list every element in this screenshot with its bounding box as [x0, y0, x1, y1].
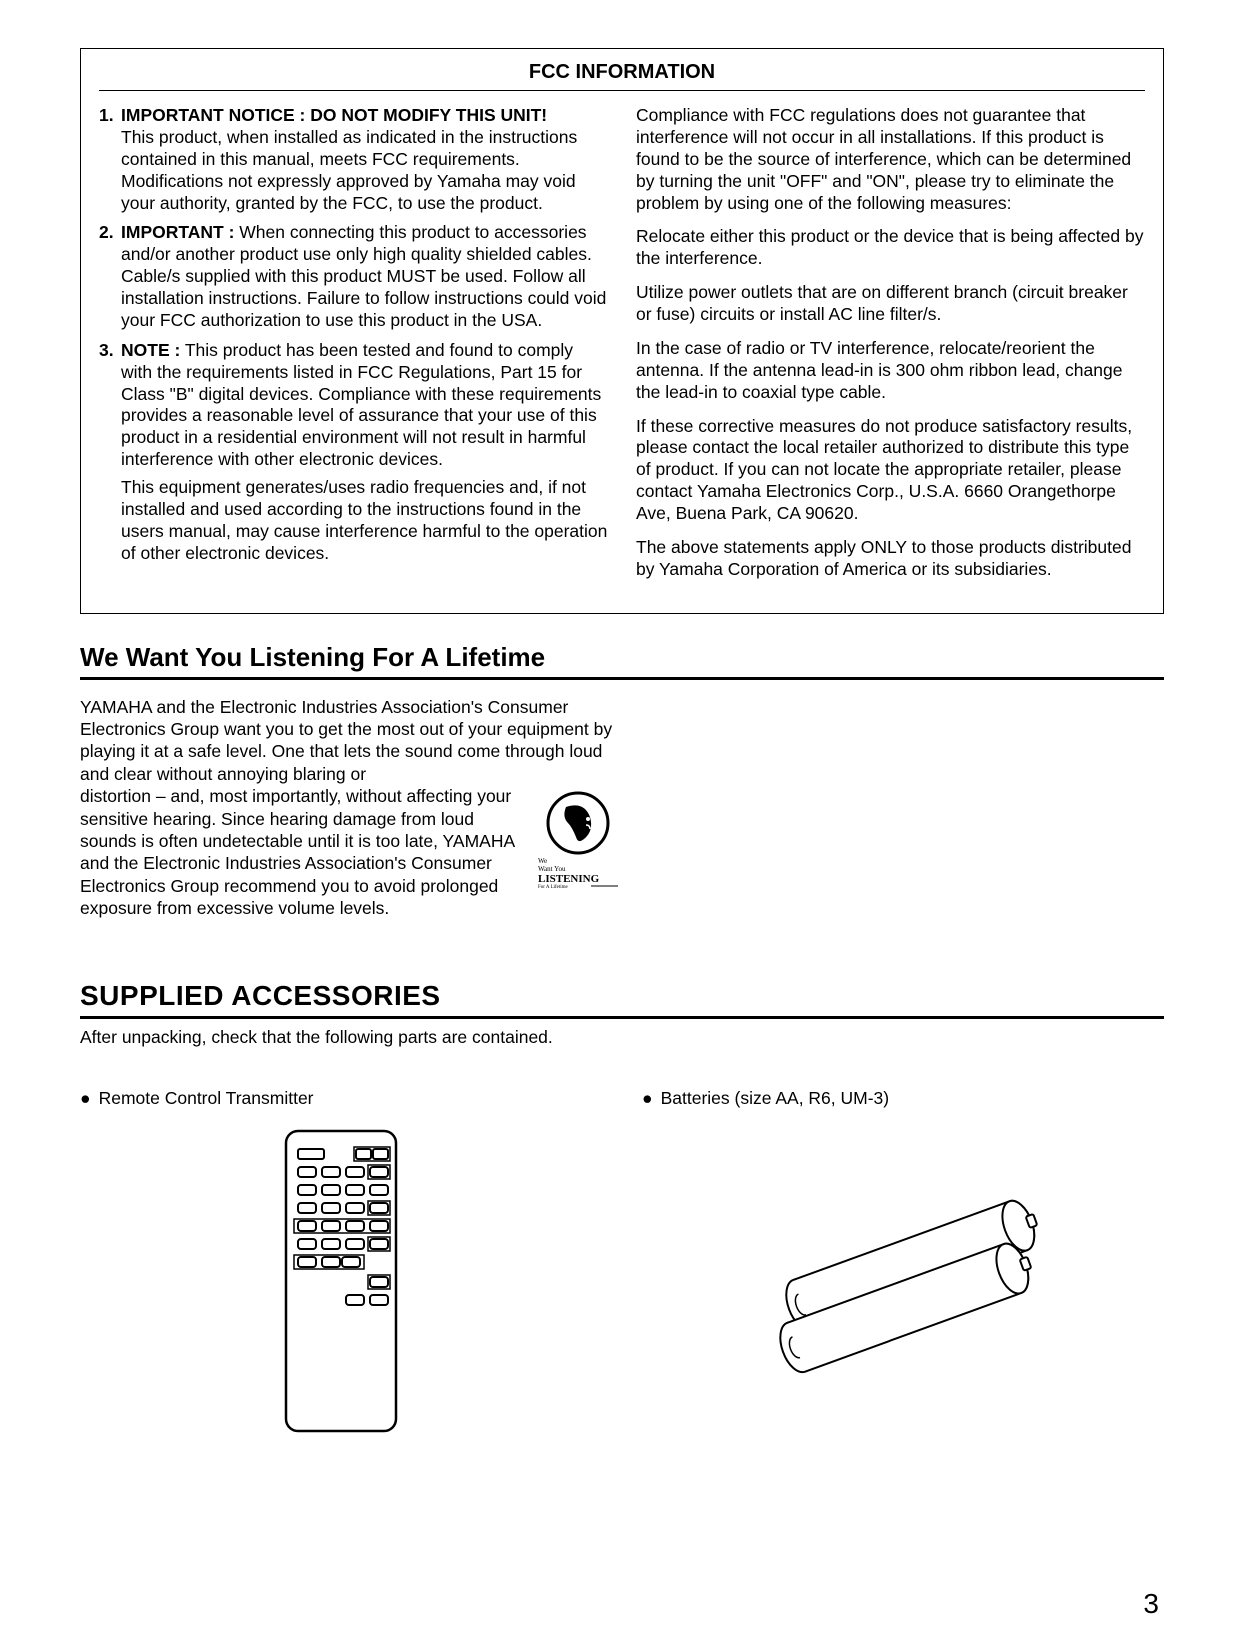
- batteries-icon: [723, 1199, 1083, 1379]
- list-heading: NOTE :: [121, 340, 180, 360]
- remote-control-icon: [276, 1127, 406, 1437]
- accessory-name: Remote Control Transmitter: [99, 1088, 314, 1108]
- fcc-right-p4: In the case of radio or TV interference,…: [636, 338, 1145, 404]
- listening-heading: We Want You Listening For A Lifetime: [80, 642, 1164, 680]
- fcc-right-p3: Utilize power outlets that are on differ…: [636, 282, 1145, 326]
- fcc-right-column: Compliance with FCC regulations does not…: [636, 105, 1145, 593]
- logo-line4: For A Lifetime: [538, 885, 569, 889]
- listening-row2: distortion – and, most importantly, with…: [80, 785, 620, 919]
- accessory-label: ● Batteries (size AA, R6, UM-3): [642, 1088, 1164, 1109]
- batteries-figure: [642, 1199, 1164, 1384]
- accessory-remote: ● Remote Control Transmitter: [80, 1088, 602, 1442]
- accessories-columns: ● Remote Control Transmitter: [80, 1088, 1164, 1442]
- listening-para1: YAMAHA and the Electronic Industries Ass…: [80, 696, 620, 786]
- list-text: This product, when installed as indicate…: [121, 127, 577, 213]
- fcc-item-3: 3. NOTE : This product has been tested a…: [99, 340, 608, 565]
- fcc-item-1: 1. IMPORTANT NOTICE : DO NOT MODIFY THIS…: [99, 105, 608, 214]
- fcc-information-box: FCC INFORMATION 1. IMPORTANT NOTICE : DO…: [80, 48, 1164, 614]
- fcc-right-p2: Relocate either this product or the devi…: [636, 226, 1145, 270]
- fcc-title: FCC INFORMATION: [99, 61, 1145, 91]
- list-text: This product has been tested and found t…: [121, 340, 601, 469]
- fcc-right-p5: If these corrective measures do not prod…: [636, 416, 1145, 525]
- fcc-columns: 1. IMPORTANT NOTICE : DO NOT MODIFY THIS…: [99, 105, 1145, 593]
- list-heading: IMPORTANT NOTICE : DO NOT MODIFY THIS UN…: [121, 105, 547, 125]
- fcc-item-2: 2. IMPORTANT : When connecting this prod…: [99, 222, 608, 331]
- list-number: 1.: [99, 105, 121, 214]
- list-body: IMPORTANT : When connecting this product…: [121, 222, 608, 331]
- listening-ear-icon: We Want You LISTENING For A Lifetime: [536, 789, 620, 889]
- list-number: 3.: [99, 340, 121, 565]
- accessories-heading: SUPPLIED ACCESSORIES: [80, 980, 1164, 1019]
- listening-block: YAMAHA and the Electronic Industries Ass…: [80, 696, 1164, 920]
- accessories-intro: After unpacking, check that the followin…: [80, 1027, 1164, 1048]
- page: FCC INFORMATION 1. IMPORTANT NOTICE : DO…: [0, 0, 1239, 1442]
- fcc-left-column: 1. IMPORTANT NOTICE : DO NOT MODIFY THIS…: [99, 105, 608, 593]
- list-body: NOTE : This product has been tested and …: [121, 340, 608, 565]
- accessory-name: Batteries (size AA, R6, UM-3): [661, 1088, 890, 1108]
- logo-line2: Want You: [538, 865, 566, 873]
- remote-figure: [80, 1127, 602, 1442]
- bullet-icon: ●: [80, 1088, 91, 1108]
- page-number: 3: [1143, 1588, 1159, 1620]
- logo-line3: LISTENING: [538, 873, 600, 885]
- accessory-batteries: ● Batteries (size AA, R6, UM-3): [642, 1088, 1164, 1442]
- accessory-label: ● Remote Control Transmitter: [80, 1088, 602, 1109]
- logo-line1: We: [538, 857, 547, 865]
- listening-text: YAMAHA and the Electronic Industries Ass…: [80, 696, 620, 920]
- list-subtext: This equipment generates/uses radio freq…: [121, 477, 608, 565]
- listening-logo: We Want You LISTENING For A Lifetime: [536, 789, 620, 894]
- list-body: IMPORTANT NOTICE : DO NOT MODIFY THIS UN…: [121, 105, 608, 214]
- list-number: 2.: [99, 222, 121, 331]
- listening-para2: distortion – and, most importantly, with…: [80, 785, 522, 919]
- fcc-right-p1: Compliance with FCC regulations does not…: [636, 105, 1145, 214]
- bullet-icon: ●: [642, 1088, 653, 1108]
- fcc-right-p6: The above statements apply ONLY to those…: [636, 537, 1145, 581]
- list-heading: IMPORTANT :: [121, 222, 234, 242]
